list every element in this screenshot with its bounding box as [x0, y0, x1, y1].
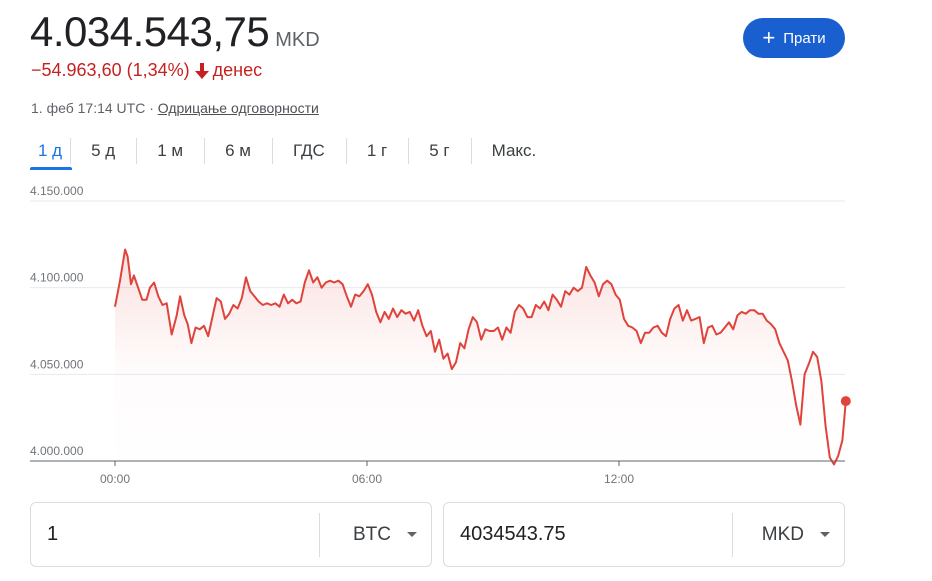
tab-label: 1 д — [38, 141, 63, 160]
converter-divider — [319, 512, 320, 557]
from-currency-select[interactable]: BTC — [320, 524, 431, 546]
y-tick-label: 4.000.000 — [30, 444, 84, 458]
current-price: 4.034.543,75 — [30, 8, 270, 55]
timestamp: 1. феб 17:14 UTC · — [31, 100, 158, 116]
x-tick-label: 06:00 — [352, 472, 382, 486]
tab-label: 1 м — [157, 141, 184, 160]
follow-button[interactable]: + Прати — [743, 18, 845, 58]
x-tick-label: 00:00 — [100, 472, 130, 486]
change-value: −54.963,60 (1,34%) — [31, 60, 190, 80]
from-amount-input[interactable]: 1 — [47, 523, 59, 545]
price-currency: MKD — [275, 29, 320, 51]
converter-to: 4034543.75 MKD — [443, 502, 845, 567]
tab-label: ГДС — [292, 141, 325, 160]
price-header: 4.034.543,75 MKD — [30, 6, 320, 58]
tab-label: Макс. — [491, 141, 537, 160]
tab-label: 5 д — [91, 141, 116, 160]
plus-icon: + — [762, 25, 776, 50]
tab-1y[interactable]: 1 г — [345, 136, 408, 166]
chevron-down-icon — [407, 532, 417, 537]
tab-max[interactable]: Макс. — [470, 136, 558, 166]
timestamp-row: 1. феб 17:14 UTC · Одрицање одговорности — [31, 100, 319, 116]
price-chart[interactable]: 4.000.000 4.050.000 4.100.000 4.150.000 00:0… — [0, 180, 932, 490]
x-tick-label: 12:00 — [604, 472, 634, 486]
tab-ytd[interactable]: ГДС — [271, 136, 346, 166]
tab-1d[interactable]: 1 д — [30, 136, 73, 170]
price-line — [114, 248, 847, 466]
follow-label: Прати — [783, 29, 826, 47]
tab-label: 6 м — [225, 141, 251, 160]
converter-from: 1 BTC — [30, 502, 432, 567]
to-amount-input[interactable]: 4034543.75 — [460, 523, 566, 545]
price-change: −54.963,60 (1,34%) денес — [31, 60, 262, 81]
tab-5d[interactable]: 5 д — [70, 136, 136, 166]
to-currency-label: MKD — [761, 523, 804, 545]
y-tick-label: 4.150.000 — [30, 184, 84, 198]
range-tabs: 1 д 5 д 1 м 6 м ГДС 1 г 5 г Макс. — [30, 136, 557, 170]
to-currency-select[interactable]: MKD — [733, 524, 844, 546]
from-currency-label: BTC — [353, 523, 391, 545]
tab-6m[interactable]: 6 м — [204, 136, 272, 166]
converter-divider — [732, 512, 733, 557]
y-tick-label: 4.100.000 — [30, 271, 84, 285]
tab-1m[interactable]: 1 м — [136, 136, 204, 166]
y-tick-label: 4.050.000 — [30, 357, 84, 371]
tab-label: 1 г — [366, 141, 388, 160]
tab-label: 5 г — [429, 141, 450, 160]
arrow-down-icon — [194, 62, 209, 79]
price-area — [115, 249, 846, 465]
current-price-dot — [840, 396, 851, 407]
chevron-down-icon — [820, 532, 830, 537]
change-period: денес — [212, 60, 263, 80]
tab-5y[interactable]: 5 г — [408, 136, 470, 166]
disclaimer-link[interactable]: Одрицање одговорности — [157, 100, 319, 116]
